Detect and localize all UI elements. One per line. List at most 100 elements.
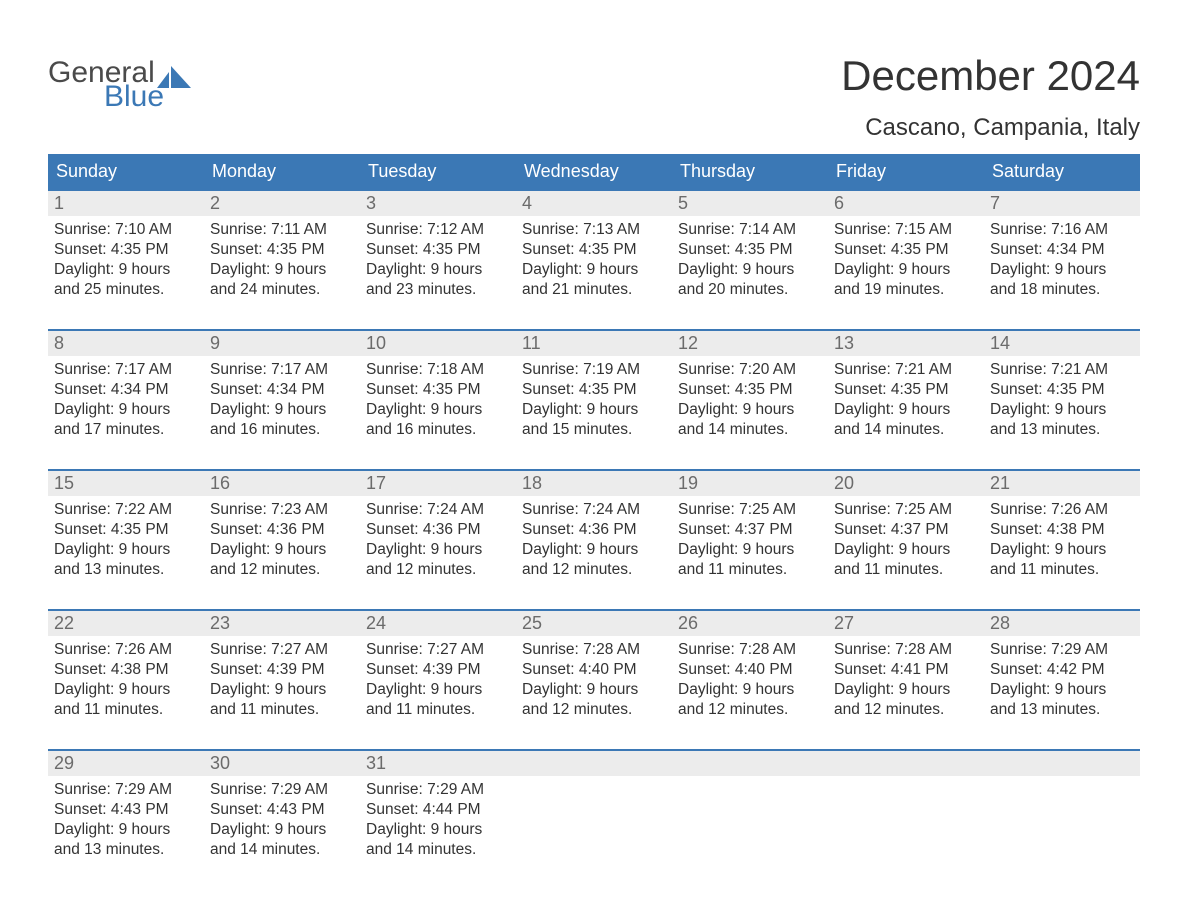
day-number-empty bbox=[516, 751, 672, 776]
day-number: 25 bbox=[516, 611, 672, 636]
sunset-line: Sunset: 4:35 PM bbox=[54, 520, 198, 540]
dow-sunday: Sunday bbox=[48, 154, 204, 189]
daylight-line-2: and 14 minutes. bbox=[834, 420, 978, 440]
dow-thursday: Thursday bbox=[672, 154, 828, 189]
sunset-line: Sunset: 4:43 PM bbox=[54, 800, 198, 820]
daylight-line-2: and 11 minutes. bbox=[990, 560, 1134, 580]
daylight-line-1: Daylight: 9 hours bbox=[678, 260, 822, 280]
daylight-line-1: Daylight: 9 hours bbox=[210, 260, 354, 280]
sunset-line: Sunset: 4:44 PM bbox=[366, 800, 510, 820]
sunset-line: Sunset: 4:36 PM bbox=[366, 520, 510, 540]
sunrise-line: Sunrise: 7:27 AM bbox=[210, 640, 354, 660]
day-body: Sunrise: 7:29 AMSunset: 4:43 PMDaylight:… bbox=[48, 776, 204, 861]
day-body: Sunrise: 7:29 AMSunset: 4:42 PMDaylight:… bbox=[984, 636, 1140, 721]
daylight-line-1: Daylight: 9 hours bbox=[990, 540, 1134, 560]
day-body: Sunrise: 7:13 AMSunset: 4:35 PMDaylight:… bbox=[516, 216, 672, 301]
daylight-line-2: and 13 minutes. bbox=[54, 560, 198, 580]
day-body: Sunrise: 7:22 AMSunset: 4:35 PMDaylight:… bbox=[48, 496, 204, 581]
day-number: 10 bbox=[360, 331, 516, 356]
sunset-line: Sunset: 4:35 PM bbox=[54, 240, 198, 260]
sunset-line: Sunset: 4:39 PM bbox=[210, 660, 354, 680]
daylight-line-1: Daylight: 9 hours bbox=[366, 540, 510, 560]
daylight-line-2: and 11 minutes. bbox=[834, 560, 978, 580]
calendar-cell: 23Sunrise: 7:27 AMSunset: 4:39 PMDayligh… bbox=[204, 611, 360, 729]
calendar-cell: 13Sunrise: 7:21 AMSunset: 4:35 PMDayligh… bbox=[828, 331, 984, 449]
daylight-line-2: and 11 minutes. bbox=[210, 700, 354, 720]
daylight-line-2: and 20 minutes. bbox=[678, 280, 822, 300]
sunrise-line: Sunrise: 7:29 AM bbox=[990, 640, 1134, 660]
day-number: 2 bbox=[204, 191, 360, 216]
calendar-cell: 12Sunrise: 7:20 AMSunset: 4:35 PMDayligh… bbox=[672, 331, 828, 449]
dow-friday: Friday bbox=[828, 154, 984, 189]
day-number: 21 bbox=[984, 471, 1140, 496]
sunrise-line: Sunrise: 7:29 AM bbox=[366, 780, 510, 800]
sunset-line: Sunset: 4:40 PM bbox=[522, 660, 666, 680]
daylight-line-2: and 19 minutes. bbox=[834, 280, 978, 300]
day-number-empty bbox=[672, 751, 828, 776]
day-body: Sunrise: 7:27 AMSunset: 4:39 PMDaylight:… bbox=[204, 636, 360, 721]
logo-text-blue: Blue bbox=[104, 82, 191, 112]
daylight-line-2: and 11 minutes. bbox=[54, 700, 198, 720]
header: General Blue December 2024 Cascano, Camp… bbox=[48, 30, 1140, 142]
day-body: Sunrise: 7:20 AMSunset: 4:35 PMDaylight:… bbox=[672, 356, 828, 441]
daylight-line-2: and 25 minutes. bbox=[54, 280, 198, 300]
sunrise-line: Sunrise: 7:28 AM bbox=[678, 640, 822, 660]
day-body: Sunrise: 7:16 AMSunset: 4:34 PMDaylight:… bbox=[984, 216, 1140, 301]
daylight-line-1: Daylight: 9 hours bbox=[522, 680, 666, 700]
day-number: 7 bbox=[984, 191, 1140, 216]
sunrise-line: Sunrise: 7:28 AM bbox=[834, 640, 978, 660]
day-body: Sunrise: 7:24 AMSunset: 4:36 PMDaylight:… bbox=[360, 496, 516, 581]
daylight-line-2: and 17 minutes. bbox=[54, 420, 198, 440]
day-number: 28 bbox=[984, 611, 1140, 636]
calendar-cell: 6Sunrise: 7:15 AMSunset: 4:35 PMDaylight… bbox=[828, 191, 984, 309]
calendar-cell: 15Sunrise: 7:22 AMSunset: 4:35 PMDayligh… bbox=[48, 471, 204, 589]
sunset-line: Sunset: 4:34 PM bbox=[210, 380, 354, 400]
calendar-cell: 18Sunrise: 7:24 AMSunset: 4:36 PMDayligh… bbox=[516, 471, 672, 589]
day-number: 20 bbox=[828, 471, 984, 496]
daylight-line-1: Daylight: 9 hours bbox=[366, 820, 510, 840]
calendar-cell: 19Sunrise: 7:25 AMSunset: 4:37 PMDayligh… bbox=[672, 471, 828, 589]
daylight-line-1: Daylight: 9 hours bbox=[834, 540, 978, 560]
calendar-cell: 21Sunrise: 7:26 AMSunset: 4:38 PMDayligh… bbox=[984, 471, 1140, 589]
day-number: 31 bbox=[360, 751, 516, 776]
sunrise-line: Sunrise: 7:18 AM bbox=[366, 360, 510, 380]
day-number: 4 bbox=[516, 191, 672, 216]
daylight-line-2: and 14 minutes. bbox=[210, 840, 354, 860]
sunset-line: Sunset: 4:36 PM bbox=[522, 520, 666, 540]
sunrise-line: Sunrise: 7:24 AM bbox=[522, 500, 666, 520]
calendar-week: 1Sunrise: 7:10 AMSunset: 4:35 PMDaylight… bbox=[48, 189, 1140, 309]
sunset-line: Sunset: 4:34 PM bbox=[54, 380, 198, 400]
day-body: Sunrise: 7:14 AMSunset: 4:35 PMDaylight:… bbox=[672, 216, 828, 301]
sunrise-line: Sunrise: 7:29 AM bbox=[54, 780, 198, 800]
daylight-line-1: Daylight: 9 hours bbox=[210, 540, 354, 560]
calendar-week: 29Sunrise: 7:29 AMSunset: 4:43 PMDayligh… bbox=[48, 749, 1140, 869]
calendar-cell: 20Sunrise: 7:25 AMSunset: 4:37 PMDayligh… bbox=[828, 471, 984, 589]
daylight-line-2: and 13 minutes. bbox=[54, 840, 198, 860]
sunset-line: Sunset: 4:37 PM bbox=[678, 520, 822, 540]
sunrise-line: Sunrise: 7:25 AM bbox=[678, 500, 822, 520]
sunrise-line: Sunrise: 7:10 AM bbox=[54, 220, 198, 240]
daylight-line-1: Daylight: 9 hours bbox=[678, 540, 822, 560]
sunrise-line: Sunrise: 7:15 AM bbox=[834, 220, 978, 240]
day-number: 18 bbox=[516, 471, 672, 496]
daylight-line-1: Daylight: 9 hours bbox=[522, 540, 666, 560]
sunrise-line: Sunrise: 7:22 AM bbox=[54, 500, 198, 520]
sunset-line: Sunset: 4:35 PM bbox=[834, 380, 978, 400]
day-number: 26 bbox=[672, 611, 828, 636]
sunset-line: Sunset: 4:38 PM bbox=[990, 520, 1134, 540]
sunset-line: Sunset: 4:35 PM bbox=[522, 380, 666, 400]
calendar-cell: 3Sunrise: 7:12 AMSunset: 4:35 PMDaylight… bbox=[360, 191, 516, 309]
day-number: 24 bbox=[360, 611, 516, 636]
calendar-cell: 4Sunrise: 7:13 AMSunset: 4:35 PMDaylight… bbox=[516, 191, 672, 309]
calendar-cell: 14Sunrise: 7:21 AMSunset: 4:35 PMDayligh… bbox=[984, 331, 1140, 449]
sunset-line: Sunset: 4:43 PM bbox=[210, 800, 354, 820]
day-body: Sunrise: 7:25 AMSunset: 4:37 PMDaylight:… bbox=[672, 496, 828, 581]
sunset-line: Sunset: 4:42 PM bbox=[990, 660, 1134, 680]
sunrise-line: Sunrise: 7:21 AM bbox=[834, 360, 978, 380]
sunrise-line: Sunrise: 7:14 AM bbox=[678, 220, 822, 240]
calendar-week: 15Sunrise: 7:22 AMSunset: 4:35 PMDayligh… bbox=[48, 469, 1140, 589]
day-body: Sunrise: 7:24 AMSunset: 4:36 PMDaylight:… bbox=[516, 496, 672, 581]
daylight-line-1: Daylight: 9 hours bbox=[54, 680, 198, 700]
dow-saturday: Saturday bbox=[984, 154, 1140, 189]
daylight-line-1: Daylight: 9 hours bbox=[210, 680, 354, 700]
